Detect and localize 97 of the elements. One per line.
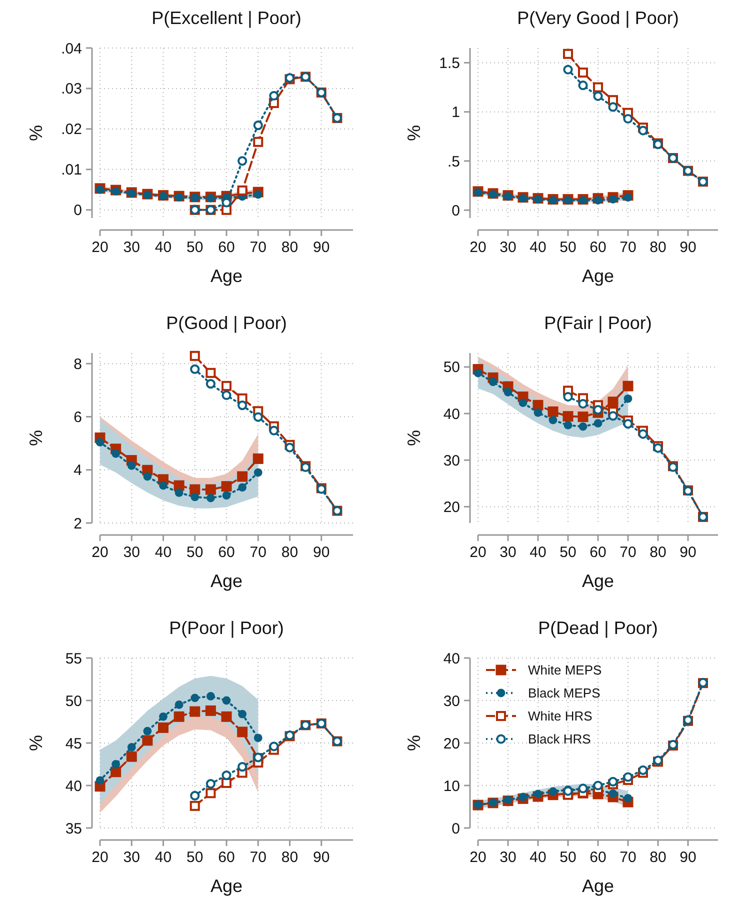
- x-tick-label: 70: [620, 239, 636, 256]
- y-axis-title: %: [404, 124, 424, 142]
- x-tick-label: 20: [92, 239, 108, 256]
- x-axis-title: Age: [582, 266, 614, 286]
- legend-label: White HRS: [528, 708, 593, 724]
- x-tick-label: 40: [154, 849, 172, 866]
- x-tick-label: 50: [186, 239, 204, 256]
- chart-title: P(Dead | Poor): [538, 618, 658, 638]
- y-tick-label: 40: [65, 778, 82, 795]
- y-tick-label: 0: [452, 202, 460, 220]
- legend-label: Black HRS: [528, 732, 592, 747]
- legend-label: White MEPS: [528, 662, 602, 678]
- x-axis-title: Age: [210, 571, 243, 591]
- y-tick-label: 40: [443, 650, 460, 668]
- x-tick-label: 70: [250, 544, 266, 561]
- x-tick-label: 50: [560, 849, 576, 866]
- x-tick-label: 90: [680, 239, 696, 256]
- x-tick-label: 60: [218, 239, 235, 256]
- y-tick-label: 40: [443, 406, 460, 423]
- chart-title: P(Fair | Poor): [544, 313, 652, 333]
- y-tick-label: .5: [447, 153, 460, 170]
- y-tick-label: .02: [61, 121, 82, 138]
- chart-title: P(Excellent | Poor): [152, 8, 302, 28]
- x-tick-label: 70: [250, 239, 266, 256]
- x-tick-label: 50: [560, 544, 576, 561]
- y-tick-label: 0: [74, 202, 82, 220]
- y-tick-label: 30: [443, 452, 460, 470]
- y-tick-label: .01: [61, 162, 82, 179]
- x-axis-title: Age: [210, 876, 243, 896]
- x-tick-label: 90: [680, 849, 696, 866]
- x-tick-label: 90: [680, 544, 696, 561]
- x-tick-label: 30: [500, 849, 516, 866]
- x-tick-label: 90: [313, 239, 330, 256]
- x-axis-title: Age: [582, 876, 614, 896]
- y-tick-label: 0: [452, 820, 460, 838]
- x-axis-title: Age: [210, 266, 243, 286]
- y-axis-title: %: [404, 734, 424, 752]
- x-tick-label: 40: [154, 544, 172, 561]
- x-tick-label: 60: [590, 239, 606, 256]
- x-tick-label: 20: [470, 849, 486, 866]
- y-tick-label: 1: [452, 104, 460, 122]
- x-tick-label: 70: [250, 849, 266, 866]
- x-tick-label: 40: [530, 849, 546, 866]
- y-tick-label: 50: [65, 692, 82, 710]
- y-tick-label: 45: [65, 735, 82, 752]
- y-tick-label: 20: [443, 498, 460, 516]
- x-tick-label: 20: [470, 239, 486, 256]
- y-tick-label: 30: [443, 692, 460, 710]
- x-tick-label: 90: [313, 849, 330, 866]
- x-tick-label: 20: [470, 544, 486, 561]
- x-tick-label: 80: [281, 849, 298, 866]
- y-tick-label: 20: [443, 735, 460, 752]
- y-axis-title: %: [404, 430, 424, 446]
- x-tick-label: 40: [530, 544, 546, 561]
- x-tick-label: 40: [530, 239, 546, 256]
- x-tick-label: 80: [281, 239, 298, 256]
- x-tick-label: 30: [500, 239, 516, 256]
- x-tick-label: 60: [218, 544, 235, 561]
- x-tick-label: 50: [560, 239, 576, 256]
- chart-title: P(Good | Poor): [166, 313, 287, 333]
- y-axis-title: %: [26, 430, 46, 446]
- y-axis-title: %: [26, 734, 46, 752]
- x-tick-label: 60: [218, 849, 235, 866]
- y-tick-label: .03: [61, 80, 82, 98]
- y-tick-label: 55: [65, 650, 82, 668]
- chart-title: P(Poor | Poor): [169, 618, 284, 638]
- x-tick-label: 50: [186, 849, 204, 866]
- x-tick-label: 20: [92, 544, 108, 561]
- x-tick-label: 30: [123, 239, 140, 256]
- y-tick-label: 2: [74, 515, 82, 532]
- x-tick-label: 80: [650, 239, 666, 256]
- x-tick-label: 80: [281, 544, 298, 561]
- y-tick-label: 6: [74, 409, 82, 426]
- chart-title: P(Very Good | Poor): [517, 8, 679, 28]
- x-tick-label: 20: [92, 849, 108, 866]
- y-tick-label: 10: [443, 778, 460, 795]
- x-tick-label: 90: [313, 544, 330, 561]
- x-tick-label: 80: [650, 849, 666, 866]
- x-axis-title: Age: [582, 571, 614, 591]
- y-tick-label: .04: [61, 40, 82, 58]
- legend-label: Black MEPS: [528, 686, 601, 701]
- y-axis-title: %: [26, 124, 46, 142]
- x-tick-label: 30: [123, 544, 140, 561]
- x-tick-label: 40: [154, 239, 172, 256]
- y-tick-label: 8: [74, 356, 82, 373]
- x-tick-label: 50: [186, 544, 204, 561]
- y-tick-label: 1.5: [439, 54, 460, 72]
- x-tick-label: 80: [650, 544, 666, 561]
- y-tick-label: 50: [443, 359, 460, 376]
- y-tick-label: 35: [65, 820, 82, 838]
- x-tick-label: 70: [620, 849, 636, 866]
- x-tick-label: 60: [590, 849, 606, 866]
- y-tick-label: 4: [74, 462, 82, 480]
- x-tick-label: 30: [123, 849, 140, 866]
- x-tick-label: 60: [590, 544, 606, 561]
- x-tick-label: 30: [500, 544, 516, 561]
- x-tick-label: 70: [620, 544, 636, 561]
